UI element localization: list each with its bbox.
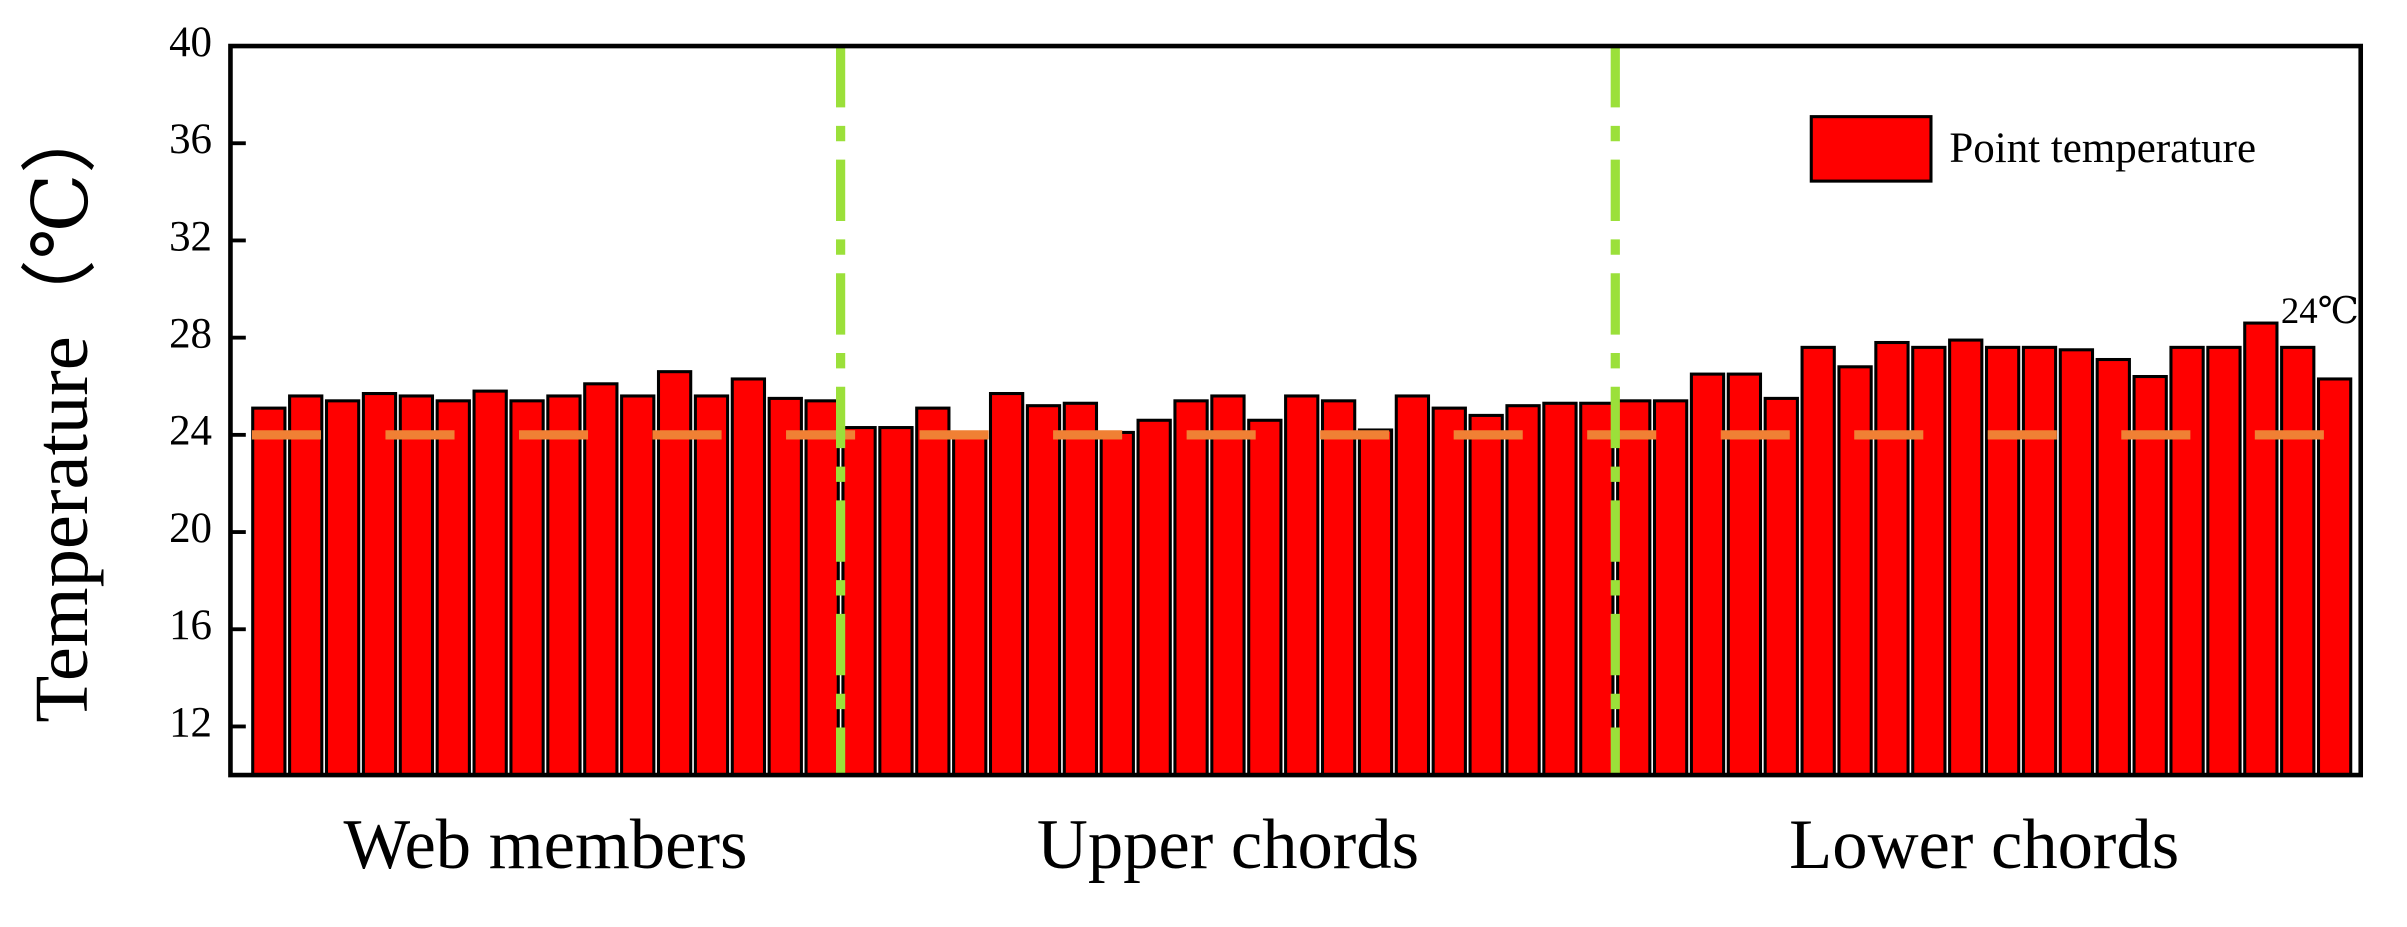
bar	[1984, 345, 2021, 777]
bar	[1837, 365, 1873, 777]
bar	[767, 396, 803, 777]
bar	[1025, 404, 1062, 777]
bar	[1357, 428, 1394, 777]
bar	[730, 377, 767, 777]
bar	[2095, 357, 2131, 777]
y-tick-label: 32	[169, 213, 212, 260]
y-tick-label: 24	[169, 408, 212, 455]
legend-label: Point temperature	[1949, 125, 2256, 172]
bar	[1652, 399, 1689, 777]
bar	[583, 382, 619, 777]
legend-swatch	[1809, 115, 1933, 183]
bar	[1284, 394, 1320, 777]
bar	[1763, 396, 1799, 777]
bar	[1542, 401, 1578, 777]
bar	[1800, 345, 1836, 777]
bar	[1874, 340, 1910, 777]
bar	[1431, 406, 1467, 777]
bar	[1173, 399, 1209, 777]
bar	[1948, 338, 1984, 777]
reference-label: 24℃	[2281, 290, 2359, 331]
bar	[398, 394, 435, 777]
bar	[620, 394, 656, 777]
bar	[1689, 372, 1726, 777]
bar	[509, 399, 545, 777]
y-tick-label: 16	[169, 602, 212, 649]
bar	[361, 392, 398, 777]
bar	[251, 406, 287, 777]
bar	[1136, 418, 1172, 777]
bar	[2316, 377, 2353, 777]
bar	[1468, 413, 1504, 777]
bar	[472, 389, 508, 777]
bar	[693, 394, 730, 777]
y-tick-label: 12	[169, 699, 212, 746]
bar	[2243, 321, 2279, 777]
bar	[324, 399, 361, 777]
bar	[1247, 418, 1283, 777]
bar	[2132, 374, 2168, 777]
bar	[804, 399, 840, 777]
bar	[1579, 401, 1615, 777]
y-tick-label: 28	[169, 311, 212, 358]
bar	[915, 406, 951, 777]
bar	[1616, 399, 1652, 777]
bar	[1394, 394, 1431, 777]
bar	[2206, 345, 2242, 777]
bar	[1911, 345, 1947, 777]
bar	[288, 394, 324, 777]
plot-frame	[228, 43, 2364, 778]
y-tick-label: 40	[169, 19, 212, 66]
bar	[1062, 401, 1099, 777]
bar	[1210, 394, 1246, 777]
bar	[1505, 404, 1541, 777]
bar	[2021, 345, 2058, 777]
bar	[546, 394, 582, 777]
y-tick-label: 20	[169, 505, 212, 552]
bar	[2169, 345, 2205, 777]
group-label: Web members	[344, 806, 748, 884]
bar	[435, 399, 471, 777]
group-label: Lower chords	[1789, 806, 2179, 884]
y-tick-label: 36	[169, 116, 212, 163]
group-label: Upper chords	[1037, 806, 1419, 884]
bar	[1320, 399, 1357, 777]
bar	[878, 426, 914, 777]
bar	[1099, 430, 1135, 777]
bar	[841, 426, 877, 777]
y-axis-label: Temperature（℃）	[19, 97, 104, 723]
bar	[2280, 345, 2316, 777]
bar	[988, 392, 1025, 777]
bar	[952, 430, 988, 777]
bar	[2058, 348, 2095, 777]
